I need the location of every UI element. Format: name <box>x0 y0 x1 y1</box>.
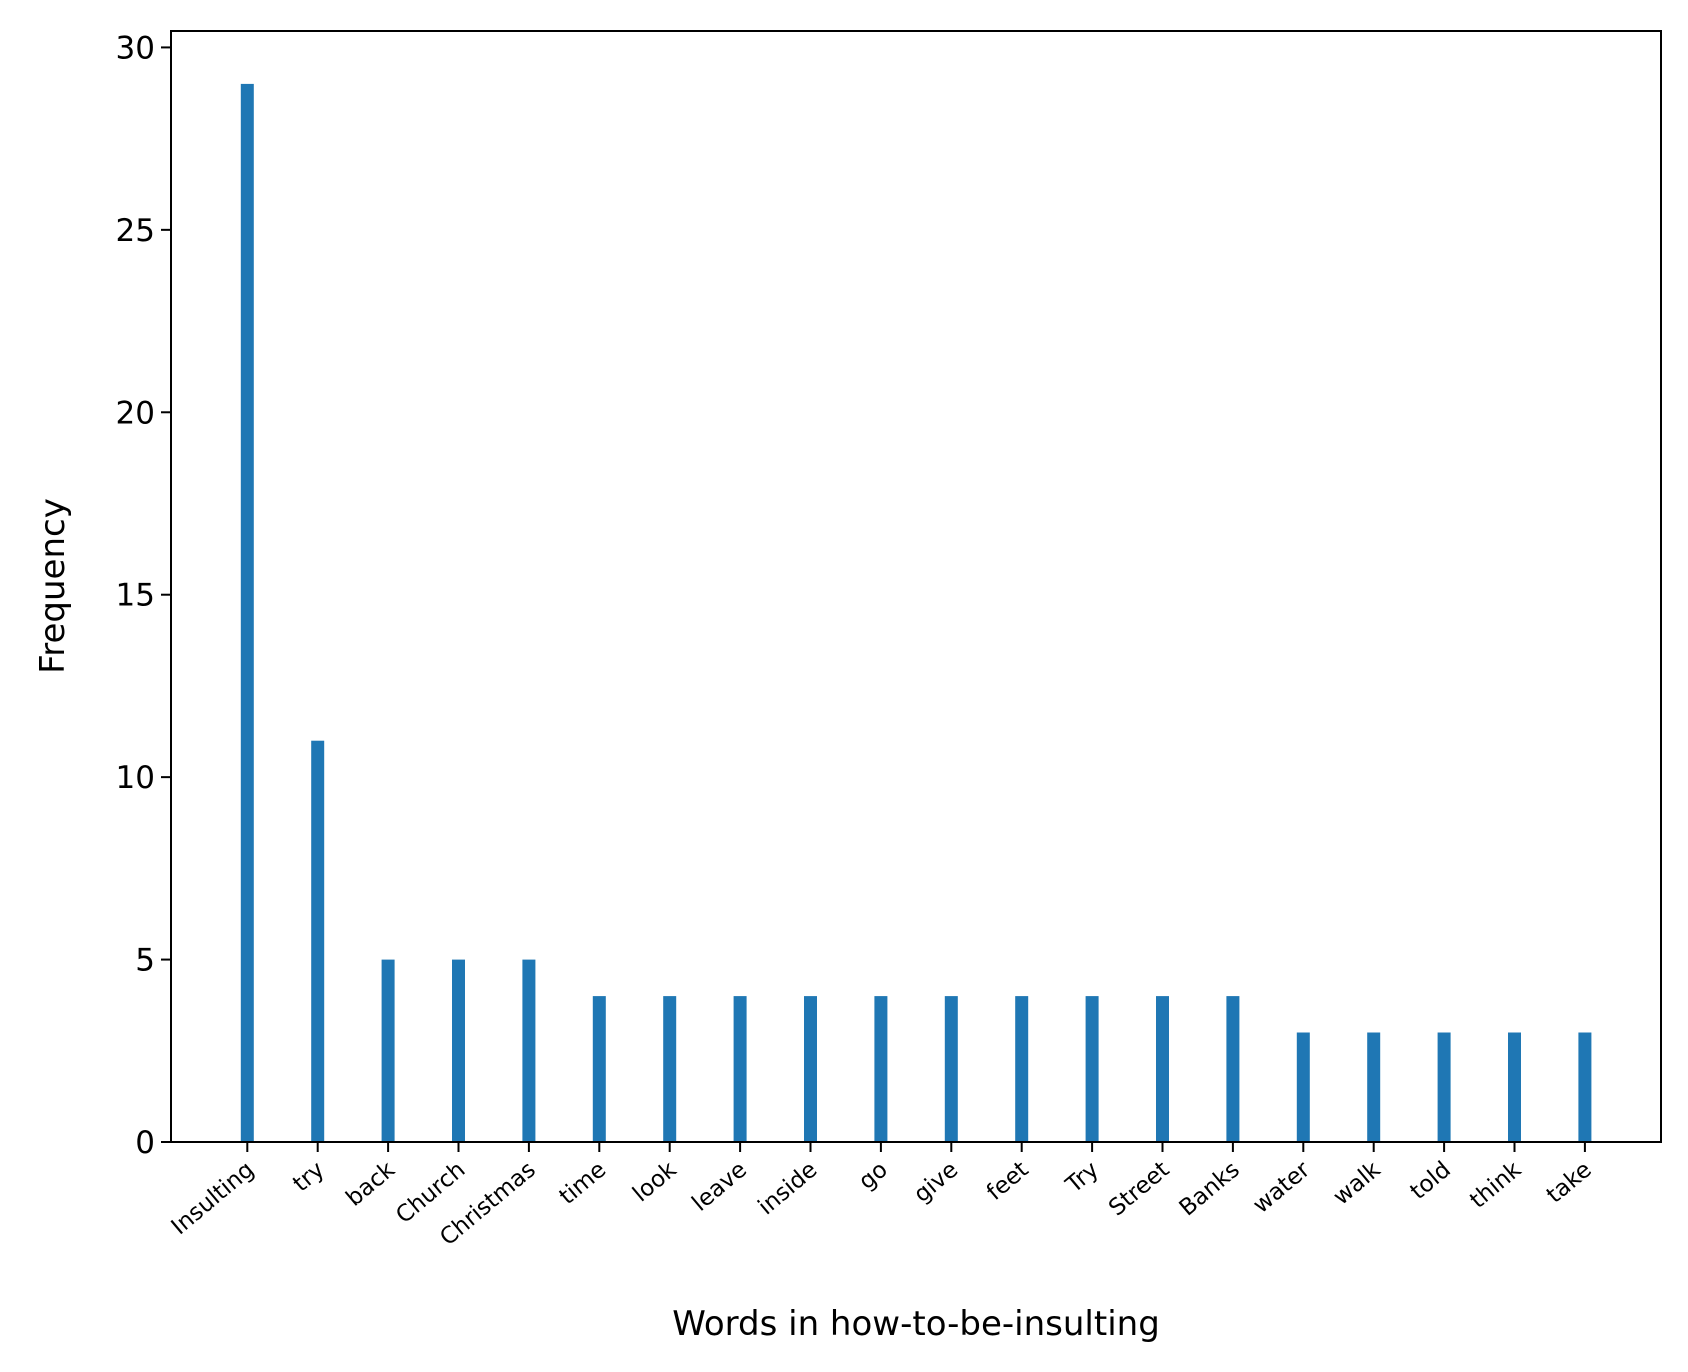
bar-inside <box>804 996 817 1142</box>
plot-frame <box>170 30 1662 1143</box>
bar-feet <box>1015 996 1029 1142</box>
bar-think <box>1508 1032 1521 1142</box>
bars-group <box>240 83 1592 1142</box>
bar-leave <box>733 996 747 1142</box>
bar-walk <box>1367 1032 1381 1142</box>
x-axis-title: Words in how-to-be-insulting <box>672 1304 1160 1344</box>
bar-water <box>1296 1032 1310 1142</box>
bar-told <box>1437 1032 1451 1142</box>
y-tick-label: 10 <box>116 760 155 796</box>
bar-look <box>663 996 677 1142</box>
bar-church <box>452 959 465 1142</box>
y-tick-label: 15 <box>116 578 155 614</box>
bar-try <box>311 740 325 1142</box>
y-tick-label: 25 <box>116 213 155 249</box>
bar-back <box>381 959 395 1142</box>
bar-insulting <box>240 83 254 1142</box>
bar-christmas <box>522 959 536 1142</box>
bar-banks <box>1226 996 1240 1142</box>
y-tick-label: 20 <box>116 395 155 431</box>
bar-try <box>1085 996 1099 1142</box>
y-axis-ticks: 0 5 10 15 20 25 30 <box>116 30 171 1161</box>
y-axis-title: Frequency <box>33 498 73 674</box>
y-tick-label: 30 <box>116 30 155 66</box>
bar-street <box>1156 996 1169 1142</box>
y-tick-label: 5 <box>135 943 155 979</box>
bar-time <box>592 996 606 1142</box>
bar-take <box>1578 1032 1592 1142</box>
bar-give <box>944 996 958 1142</box>
bar-go <box>874 996 888 1142</box>
y-tick-label: 0 <box>135 1125 155 1161</box>
